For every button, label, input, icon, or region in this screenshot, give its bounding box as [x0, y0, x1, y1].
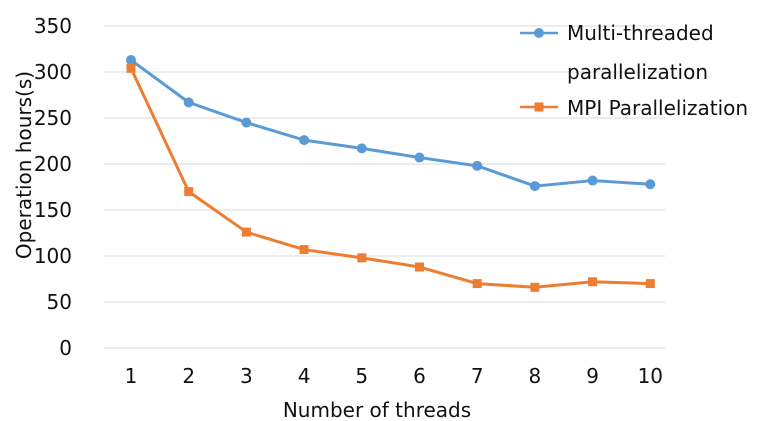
data-point	[241, 117, 252, 128]
data-point	[472, 279, 482, 289]
legend-marker-multi-threaded	[534, 28, 544, 38]
data-point	[299, 245, 309, 255]
y-tick-label: 250	[34, 106, 72, 130]
x-tick-label: 1	[125, 364, 138, 388]
y-tick-label: 150	[34, 198, 72, 222]
x-tick-label: 9	[586, 364, 599, 388]
data-point	[183, 97, 194, 108]
gridlines	[104, 25, 665, 349]
data-point	[126, 63, 136, 73]
x-tick-label: 5	[355, 364, 368, 388]
data-point	[645, 279, 655, 289]
data-point	[299, 135, 310, 146]
data-point	[356, 143, 367, 154]
y-axis-title: Operation hours(s)	[12, 71, 36, 259]
data-point	[588, 277, 598, 287]
data-point	[415, 262, 424, 272]
data-point	[472, 160, 483, 171]
y-tick-label: 200	[34, 152, 72, 176]
y-tick-label: 350	[34, 14, 72, 38]
data-point	[530, 282, 540, 292]
legend: Multi-threaded parallelization MPI Paral…	[520, 21, 748, 120]
y-tick-label: 100	[34, 244, 72, 268]
legend-label-multi-threaded-line1: Multi-threaded	[567, 21, 714, 45]
legend-item-multi-threaded: Multi-threaded parallelization	[520, 21, 714, 84]
y-axis-ticks: 0 50 100 150 200 250 300 350	[34, 14, 72, 360]
legend-item-mpi: MPI Parallelization	[520, 96, 748, 120]
series-mpi	[126, 63, 655, 292]
data-point	[357, 253, 367, 263]
plot-area	[126, 55, 656, 292]
legend-label-multi-threaded-line2: parallelization	[567, 60, 708, 84]
legend-marker-mpi	[534, 102, 544, 112]
data-point	[241, 227, 251, 237]
series-line	[129, 67, 651, 289]
data-point	[126, 55, 136, 66]
y-tick-label: 0	[59, 336, 72, 360]
x-tick-label: 2	[182, 364, 195, 388]
y-tick-label: 50	[47, 290, 72, 314]
x-axis-ticks: 1 2 3 4 5 6 7 8 9 10	[125, 364, 663, 388]
series-line	[130, 58, 651, 188]
data-point	[587, 175, 598, 186]
x-axis-title: Number of threads	[283, 398, 471, 421]
x-tick-label: 10	[638, 364, 663, 388]
x-tick-label: 6	[413, 364, 426, 388]
data-point	[414, 152, 425, 163]
x-tick-label: 4	[298, 364, 311, 388]
data-point	[645, 179, 656, 190]
data-point	[529, 181, 540, 192]
y-tick-label: 300	[34, 60, 72, 84]
data-point	[184, 187, 194, 197]
x-tick-label: 7	[471, 364, 484, 388]
series-multi-threaded	[126, 55, 656, 192]
x-tick-label: 3	[240, 364, 253, 388]
legend-label-mpi: MPI Parallelization	[567, 96, 748, 120]
x-tick-label: 8	[529, 364, 542, 388]
